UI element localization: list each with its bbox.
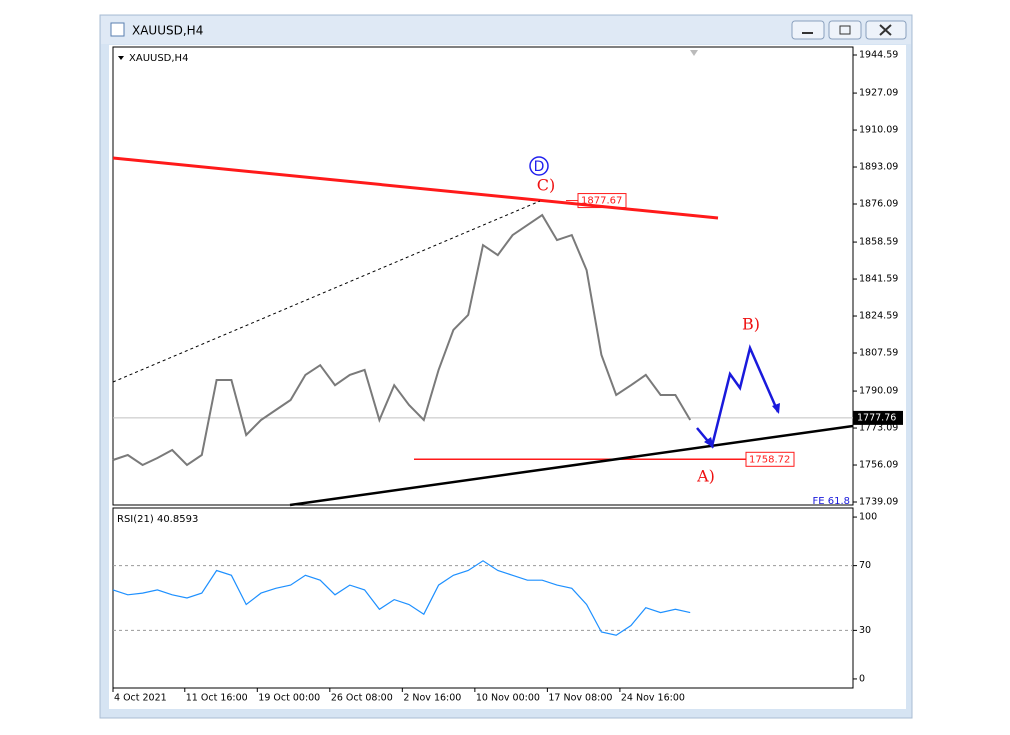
title-bar [101, 16, 911, 44]
x-tick-label: 2 Nov 16:00 [403, 693, 461, 704]
minimize-button[interactable] [791, 20, 825, 40]
y-tick-label: 1756.09 [859, 460, 898, 471]
y-tick-label: 1910.09 [859, 125, 898, 136]
y-tick-label: 1841.59 [859, 274, 898, 285]
y-tick-label: 1876.09 [859, 199, 898, 210]
y-tick-label: 1807.59 [859, 348, 898, 359]
projection-arrows [704, 403, 780, 448]
series-line [112, 560, 691, 636]
y-tick-label: 0 [859, 673, 865, 684]
resistance-line [112, 156, 719, 220]
y-tick-label: 1739.09 [859, 496, 898, 507]
dashed-line [112, 200, 541, 383]
y-tick-label: 1824.59 [859, 311, 898, 322]
price-pane [112, 46, 854, 506]
window-title: XAUUSD,H4 [132, 24, 203, 38]
x-tick-label: 24 Nov 16:00 [621, 693, 685, 704]
level-label: 1877.67 [581, 196, 622, 207]
wave-circle [529, 156, 549, 176]
last-price-box [853, 410, 903, 425]
rsi-pane [112, 507, 854, 689]
fe-annotation: FE 61.8 [812, 496, 850, 507]
close-glyph [879, 24, 892, 36]
y-tick-label: 1858.59 [859, 237, 898, 248]
wave-label: A) [696, 467, 715, 486]
maximize-button[interactable] [828, 20, 862, 40]
x-tick-label: 19 Oct 00:00 [258, 693, 320, 704]
y-tick-label: 1893.09 [859, 162, 898, 173]
last-price-label: 1777.76 [857, 412, 896, 423]
wave-label: B) [742, 315, 760, 334]
y-tick-label: 70 [859, 560, 871, 571]
x-tick-label: 26 Oct 08:00 [331, 693, 393, 704]
y-tick-label: 30 [859, 625, 871, 636]
level-label: 1758.72 [749, 454, 790, 465]
y-tick-label: 1790.09 [859, 386, 898, 397]
y-tick-label: 100 [859, 512, 877, 523]
maximize-glyph [839, 25, 851, 35]
level-box [745, 451, 795, 467]
y-tick-label: 1927.09 [859, 88, 898, 99]
window-icon [110, 22, 125, 37]
x-tick-label: 10 Nov 00:00 [476, 693, 540, 704]
x-tick-label: 17 Nov 08:00 [548, 693, 612, 704]
x-tick-label: 4 Oct 2021 [114, 693, 167, 704]
y-tick-label: 1944.59 [859, 50, 898, 61]
support-line [289, 424, 854, 507]
y-tick-label: 1773.09 [859, 423, 898, 434]
shift-marker [690, 50, 698, 56]
wave-label: C) [537, 176, 555, 195]
wave-label: D [534, 159, 545, 175]
dropdown-arrow [118, 56, 124, 60]
price-chart-title: XAUUSD,H4 [129, 53, 188, 64]
series-line [112, 213, 692, 467]
x-tick-label: 11 Oct 16:00 [186, 693, 248, 704]
rsi-title: RSI(21) 40.8593 [117, 514, 198, 525]
